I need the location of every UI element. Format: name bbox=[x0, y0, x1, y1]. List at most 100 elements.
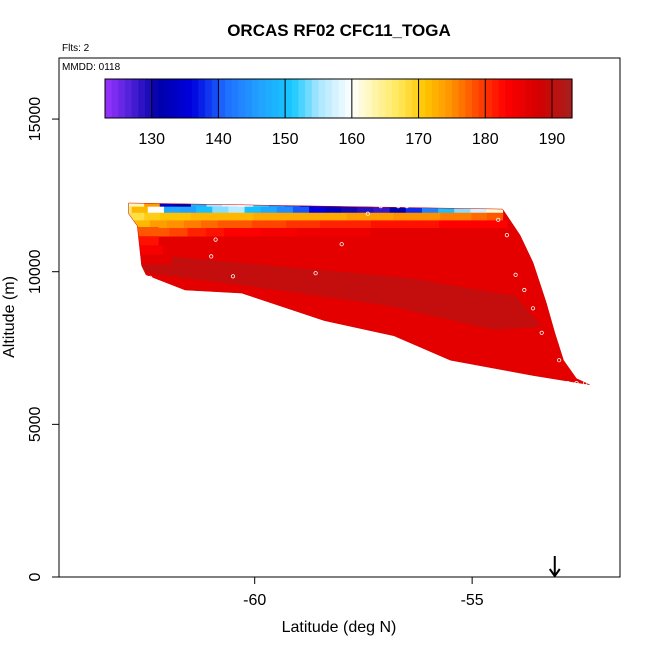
curtain-cell bbox=[486, 206, 504, 216]
curtain-cell bbox=[388, 228, 407, 237]
curtain-cell bbox=[159, 203, 176, 208]
y-tick-label-10000: 10000 bbox=[27, 249, 44, 294]
curtain-cell bbox=[284, 212, 301, 222]
curtain-cell bbox=[149, 220, 168, 229]
colorbar-cell bbox=[531, 79, 540, 118]
curtain-cell bbox=[200, 220, 219, 229]
curtain-cell bbox=[302, 220, 321, 229]
curtain-cell bbox=[471, 203, 488, 208]
curtain-cell bbox=[144, 212, 161, 222]
observation-point bbox=[456, 200, 462, 206]
curtain-cell bbox=[455, 220, 474, 229]
curtain-cell bbox=[292, 206, 310, 216]
curtain-cell bbox=[353, 220, 372, 229]
observation-point bbox=[522, 287, 527, 293]
colorbar-cell bbox=[385, 79, 393, 118]
observation-point bbox=[539, 330, 544, 335]
colorbar-cell bbox=[371, 79, 380, 118]
curtain-cell bbox=[187, 228, 207, 237]
curtain-cell bbox=[300, 212, 317, 222]
curtain-cell bbox=[251, 220, 270, 229]
curtain-cell bbox=[389, 206, 407, 216]
curtain-cell bbox=[205, 228, 225, 237]
colorbar-cell bbox=[525, 79, 533, 118]
curtain-cell bbox=[175, 203, 192, 208]
colorbar-cell bbox=[538, 79, 546, 118]
observation-point bbox=[448, 200, 453, 206]
curtain-cell bbox=[128, 203, 145, 208]
curtain-cell bbox=[424, 212, 441, 222]
colorbar-cell bbox=[205, 79, 213, 118]
colorbar-cell bbox=[411, 79, 420, 118]
flights-note: Flts: 2 bbox=[62, 43, 90, 54]
curtain-cell bbox=[128, 206, 133, 216]
curtain-cell bbox=[393, 212, 410, 222]
colorbar-cell bbox=[258, 79, 266, 118]
curtain-cell bbox=[319, 220, 338, 229]
colorbar-cell bbox=[551, 79, 560, 118]
colorbar-cell bbox=[505, 79, 513, 118]
observation-point bbox=[556, 358, 562, 363]
curtain-cell bbox=[217, 220, 236, 229]
colorbar-cell bbox=[211, 79, 220, 118]
colorbar-cell bbox=[378, 79, 386, 118]
curtain-cell bbox=[253, 203, 270, 208]
curtain-cell bbox=[497, 228, 517, 237]
curtain-cell bbox=[144, 203, 161, 208]
observation-point bbox=[378, 204, 383, 209]
curtain-cell bbox=[487, 212, 504, 222]
colorbar-cell bbox=[485, 79, 493, 118]
curtain-cell bbox=[315, 228, 334, 237]
observation-point bbox=[430, 200, 436, 206]
colorbar-tick-label-130: 130 bbox=[138, 131, 165, 148]
colorbar-cell bbox=[351, 79, 360, 118]
curtain-cell bbox=[315, 212, 332, 222]
y-tick-label-5000: 5000 bbox=[27, 406, 44, 442]
curtain-cell bbox=[438, 220, 457, 229]
observation-point bbox=[496, 217, 501, 222]
colorbar-cell bbox=[325, 79, 333, 118]
colorbar-cell bbox=[431, 79, 440, 118]
colorbar-cell bbox=[238, 79, 246, 118]
observation-point bbox=[209, 254, 214, 259]
curtain-cell bbox=[409, 212, 426, 222]
curtain-cell bbox=[387, 220, 406, 229]
flight-marker bbox=[548, 556, 561, 578]
curtain-cell bbox=[351, 228, 371, 237]
curtain-cell bbox=[128, 212, 145, 222]
curtain-cell bbox=[234, 220, 253, 229]
curtain-cell bbox=[341, 206, 358, 216]
curtain-cell bbox=[222, 203, 239, 208]
colorbar-cell bbox=[265, 79, 273, 118]
curtain-cell bbox=[166, 220, 185, 229]
curtain-cell bbox=[190, 203, 207, 208]
colorbar-cell bbox=[338, 79, 346, 118]
colorbar-cell bbox=[318, 79, 326, 118]
colorbar-cell bbox=[398, 79, 406, 118]
curtain-cell bbox=[159, 212, 176, 222]
curtain-cell bbox=[206, 203, 223, 208]
curtain-cell bbox=[336, 220, 355, 229]
colorbar-cell bbox=[118, 79, 126, 118]
observation-point bbox=[574, 380, 579, 386]
curtain-cell bbox=[284, 203, 301, 208]
curtain-cell bbox=[163, 206, 181, 216]
curtain-cell bbox=[268, 212, 285, 222]
colorbar-frame bbox=[104, 78, 573, 119]
curtain-cell bbox=[224, 228, 243, 237]
colorbar-cell bbox=[158, 79, 166, 118]
plot-frame bbox=[58, 57, 621, 578]
curtain-cell bbox=[268, 220, 287, 229]
curtain-cell bbox=[455, 212, 472, 222]
curtain-cell bbox=[278, 228, 298, 237]
curtain-cell bbox=[237, 203, 254, 208]
observation-point bbox=[504, 233, 509, 238]
colorbar: 130 140 150 160 170 180 190 bbox=[104, 78, 573, 148]
curtain-cell bbox=[128, 227, 159, 237]
colorbar-tick-label-140: 140 bbox=[205, 131, 232, 148]
curtain-cell bbox=[331, 212, 348, 222]
chart-title: ORCAS RF02 CFC11_TOGA bbox=[227, 21, 451, 40]
curtain-cell bbox=[206, 212, 223, 222]
colorbar-cell bbox=[271, 79, 280, 118]
